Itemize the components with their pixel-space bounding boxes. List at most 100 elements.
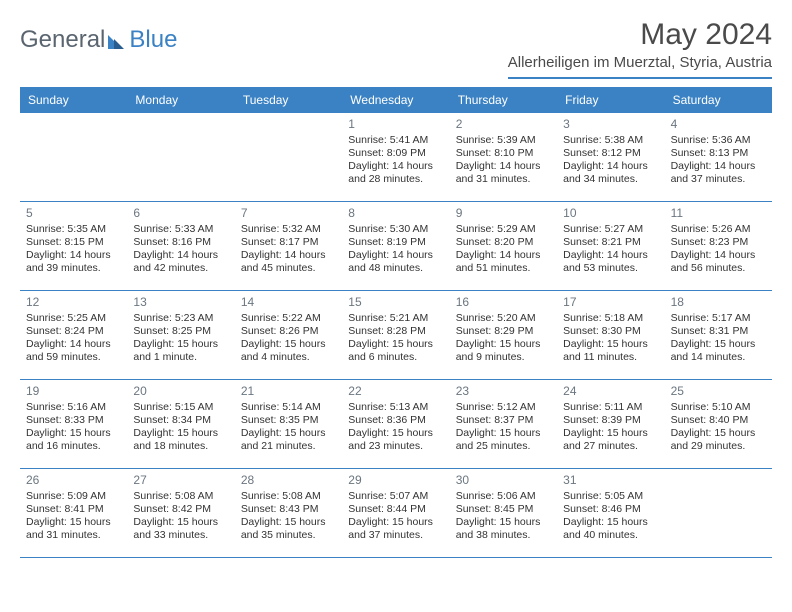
day-cell: 27Sunrise: 5:08 AMSunset: 8:42 PMDayligh… <box>127 469 234 557</box>
daylight-text: and 31 minutes. <box>26 529 121 542</box>
sunrise-text: Sunrise: 5:10 AM <box>671 401 766 414</box>
day-number: 9 <box>456 206 551 221</box>
weekday-header-row: Sunday Monday Tuesday Wednesday Thursday… <box>20 87 772 113</box>
daylight-text: Daylight: 15 hours <box>133 516 228 529</box>
sunrise-text: Sunrise: 5:32 AM <box>241 223 336 236</box>
sunrise-text: Sunrise: 5:14 AM <box>241 401 336 414</box>
sunset-text: Sunset: 8:09 PM <box>348 147 443 160</box>
daylight-text: Daylight: 15 hours <box>563 338 658 351</box>
day-number: 20 <box>133 384 228 399</box>
day-cell: 5Sunrise: 5:35 AMSunset: 8:15 PMDaylight… <box>20 202 127 290</box>
day-cell: 28Sunrise: 5:08 AMSunset: 8:43 PMDayligh… <box>235 469 342 557</box>
sunset-text: Sunset: 8:10 PM <box>456 147 551 160</box>
sunset-text: Sunset: 8:36 PM <box>348 414 443 427</box>
weekday-header: Wednesday <box>342 87 449 113</box>
sunrise-text: Sunrise: 5:26 AM <box>671 223 766 236</box>
sunrise-text: Sunrise: 5:06 AM <box>456 490 551 503</box>
sunrise-text: Sunrise: 5:08 AM <box>133 490 228 503</box>
daylight-text: and 14 minutes. <box>671 351 766 364</box>
day-cell: 14Sunrise: 5:22 AMSunset: 8:26 PMDayligh… <box>235 291 342 379</box>
daylight-text: Daylight: 14 hours <box>563 160 658 173</box>
daylight-text: Daylight: 15 hours <box>456 338 551 351</box>
daylight-text: and 18 minutes. <box>133 440 228 453</box>
sunrise-text: Sunrise: 5:21 AM <box>348 312 443 325</box>
day-number: 14 <box>241 295 336 310</box>
day-number: 28 <box>241 473 336 488</box>
sunrise-text: Sunrise: 5:25 AM <box>26 312 121 325</box>
day-cell: 16Sunrise: 5:20 AMSunset: 8:29 PMDayligh… <box>450 291 557 379</box>
day-number: 17 <box>563 295 658 310</box>
day-cell: 4Sunrise: 5:36 AMSunset: 8:13 PMDaylight… <box>665 113 772 201</box>
daylight-text: and 37 minutes. <box>671 173 766 186</box>
day-number: 31 <box>563 473 658 488</box>
sunrise-text: Sunrise: 5:23 AM <box>133 312 228 325</box>
calendar: Sunday Monday Tuesday Wednesday Thursday… <box>20 87 772 558</box>
day-number: 21 <box>241 384 336 399</box>
daylight-text: and 39 minutes. <box>26 262 121 275</box>
sunset-text: Sunset: 8:17 PM <box>241 236 336 249</box>
daylight-text: and 4 minutes. <box>241 351 336 364</box>
day-number: 29 <box>348 473 443 488</box>
daylight-text: and 34 minutes. <box>563 173 658 186</box>
daylight-text: and 27 minutes. <box>563 440 658 453</box>
day-cell: 11Sunrise: 5:26 AMSunset: 8:23 PMDayligh… <box>665 202 772 290</box>
logo-text-blue: Blue <box>129 26 177 54</box>
day-number: 30 <box>456 473 551 488</box>
daylight-text: and 6 minutes. <box>348 351 443 364</box>
daylight-text: Daylight: 15 hours <box>241 427 336 440</box>
day-number: 6 <box>133 206 228 221</box>
week-row: 26Sunrise: 5:09 AMSunset: 8:41 PMDayligh… <box>20 469 772 558</box>
day-cell: 30Sunrise: 5:06 AMSunset: 8:45 PMDayligh… <box>450 469 557 557</box>
logo-sail-icon <box>108 31 126 49</box>
day-cell: 19Sunrise: 5:16 AMSunset: 8:33 PMDayligh… <box>20 380 127 468</box>
day-cell: 18Sunrise: 5:17 AMSunset: 8:31 PMDayligh… <box>665 291 772 379</box>
week-row: 12Sunrise: 5:25 AMSunset: 8:24 PMDayligh… <box>20 291 772 380</box>
day-number: 16 <box>456 295 551 310</box>
day-cell: 23Sunrise: 5:12 AMSunset: 8:37 PMDayligh… <box>450 380 557 468</box>
day-number: 4 <box>671 117 766 132</box>
sunset-text: Sunset: 8:24 PM <box>26 325 121 338</box>
sunrise-text: Sunrise: 5:27 AM <box>563 223 658 236</box>
daylight-text: Daylight: 15 hours <box>348 516 443 529</box>
daylight-text: and 21 minutes. <box>241 440 336 453</box>
page-subtitle: Allerheiligen im Muerztal, Styria, Austr… <box>508 54 772 79</box>
day-number: 5 <box>26 206 121 221</box>
weekday-header: Monday <box>127 87 234 113</box>
title-block: May 2024 Allerheiligen im Muerztal, Styr… <box>508 18 772 79</box>
day-number: 1 <box>348 117 443 132</box>
sunset-text: Sunset: 8:42 PM <box>133 503 228 516</box>
day-cell: 24Sunrise: 5:11 AMSunset: 8:39 PMDayligh… <box>557 380 664 468</box>
day-number: 23 <box>456 384 551 399</box>
daylight-text: Daylight: 15 hours <box>456 427 551 440</box>
daylight-text: Daylight: 14 hours <box>26 249 121 262</box>
sunrise-text: Sunrise: 5:29 AM <box>456 223 551 236</box>
daylight-text: and 51 minutes. <box>456 262 551 275</box>
sunset-text: Sunset: 8:44 PM <box>348 503 443 516</box>
day-cell: 2Sunrise: 5:39 AMSunset: 8:10 PMDaylight… <box>450 113 557 201</box>
daylight-text: and 9 minutes. <box>456 351 551 364</box>
daylight-text: and 42 minutes. <box>133 262 228 275</box>
day-number: 11 <box>671 206 766 221</box>
sunrise-text: Sunrise: 5:09 AM <box>26 490 121 503</box>
day-number: 7 <box>241 206 336 221</box>
sunrise-text: Sunrise: 5:16 AM <box>26 401 121 414</box>
daylight-text: Daylight: 15 hours <box>563 427 658 440</box>
sunset-text: Sunset: 8:28 PM <box>348 325 443 338</box>
sunrise-text: Sunrise: 5:35 AM <box>26 223 121 236</box>
week-row: 19Sunrise: 5:16 AMSunset: 8:33 PMDayligh… <box>20 380 772 469</box>
page-title: May 2024 <box>508 18 772 52</box>
day-number: 18 <box>671 295 766 310</box>
day-cell <box>235 113 342 201</box>
daylight-text: and 25 minutes. <box>456 440 551 453</box>
daylight-text: Daylight: 15 hours <box>241 516 336 529</box>
day-cell: 17Sunrise: 5:18 AMSunset: 8:30 PMDayligh… <box>557 291 664 379</box>
daylight-text: and 38 minutes. <box>456 529 551 542</box>
sunrise-text: Sunrise: 5:17 AM <box>671 312 766 325</box>
sunrise-text: Sunrise: 5:12 AM <box>456 401 551 414</box>
day-cell: 29Sunrise: 5:07 AMSunset: 8:44 PMDayligh… <box>342 469 449 557</box>
daylight-text: and 11 minutes. <box>563 351 658 364</box>
day-cell: 12Sunrise: 5:25 AMSunset: 8:24 PMDayligh… <box>20 291 127 379</box>
day-cell: 22Sunrise: 5:13 AMSunset: 8:36 PMDayligh… <box>342 380 449 468</box>
sunset-text: Sunset: 8:34 PM <box>133 414 228 427</box>
daylight-text: Daylight: 15 hours <box>133 338 228 351</box>
